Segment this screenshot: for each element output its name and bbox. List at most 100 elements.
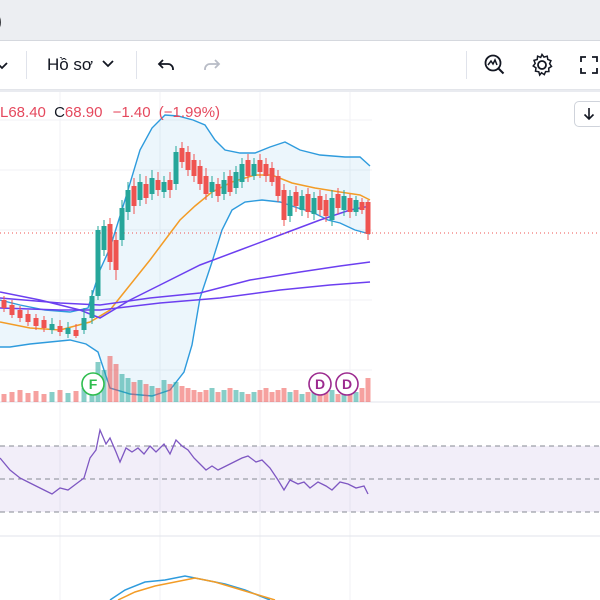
- volume-bar: [275, 390, 281, 402]
- volume-bar: [233, 390, 239, 402]
- rsi-line: [0, 427, 369, 495]
- volume-bar: [197, 392, 203, 402]
- window-titlebar: ): [0, 0, 600, 41]
- candle-body: [221, 180, 227, 194]
- candle-body: [257, 160, 263, 172]
- volume-bar: [353, 392, 359, 402]
- legend-close-prefix: C: [54, 104, 65, 121]
- volume-bar: [305, 392, 311, 402]
- volume-bar: [185, 388, 191, 402]
- volume-bar: [245, 394, 251, 402]
- toolbar-separator: [466, 51, 467, 79]
- volume-bar: [161, 380, 167, 402]
- event-marker: [335, 372, 359, 396]
- candle-body: [143, 184, 149, 198]
- volume-bar: [335, 394, 341, 402]
- candle-body: [101, 226, 107, 250]
- legend-low-value: 68.40: [8, 104, 46, 121]
- volume-bar: [299, 394, 305, 402]
- volume-bar: [215, 392, 221, 402]
- chart-toolbar: Hồ sơ: [0, 41, 600, 90]
- candle-body: [33, 318, 39, 326]
- candle-body: [119, 208, 125, 240]
- volume-bar: [57, 390, 63, 402]
- candle-body: [359, 202, 365, 210]
- undo-icon: [157, 59, 174, 70]
- profile-label: Hồ sơ: [46, 55, 94, 74]
- volume-bar: [113, 364, 119, 402]
- candle-body: [293, 192, 299, 206]
- candle-body: [335, 194, 341, 208]
- candle-body: [155, 180, 161, 190]
- window-title: ): [0, 11, 2, 32]
- fullscreen-button[interactable]: [574, 41, 600, 89]
- interval-chevron-icon[interactable]: [0, 41, 12, 89]
- indicators-button[interactable]: [477, 41, 511, 89]
- volume-bar: [359, 388, 365, 402]
- candle-body: [65, 328, 71, 334]
- volume-bar: [65, 393, 71, 402]
- chart-area[interactable]: [0, 92, 600, 600]
- volume-bar: [125, 378, 131, 402]
- candle-body: [233, 172, 239, 188]
- scroll-to-latest-button[interactable]: [574, 101, 600, 127]
- candle-body: [17, 310, 23, 318]
- candle-body: [173, 152, 179, 184]
- chevron-down-icon: [101, 55, 115, 75]
- bollinger-fill: [0, 115, 370, 396]
- ma-purple-line-1: [0, 205, 371, 319]
- candle-body: [107, 224, 113, 262]
- candle-body: [347, 198, 353, 212]
- volume-bar: [329, 390, 335, 402]
- candle-body: [263, 164, 269, 176]
- volume-bar: [257, 390, 263, 402]
- candle-body: [239, 164, 245, 182]
- oscillator-line-2: [117, 577, 276, 600]
- volume-bar: [179, 386, 185, 402]
- volume-bar: [167, 384, 173, 402]
- volume-bar: [119, 374, 125, 402]
- candle-body: [299, 196, 305, 210]
- candle-body: [25, 314, 31, 322]
- candle-body: [185, 152, 191, 170]
- candle-body: [245, 160, 251, 176]
- volume-bar: [73, 391, 79, 402]
- candle-body: [323, 200, 329, 216]
- toolbar-separator: [26, 51, 27, 79]
- volume-bar: [107, 356, 113, 402]
- event-marker: [308, 372, 332, 396]
- candle-body: [365, 202, 371, 234]
- arrow-down-icon: [583, 108, 595, 121]
- candle-body: [353, 200, 359, 212]
- candle-body: [251, 164, 257, 176]
- undo-button[interactable]: [148, 41, 184, 89]
- ma-orange-line: [0, 174, 371, 331]
- volume-bar: [41, 394, 47, 402]
- volume-bar: [365, 378, 371, 402]
- candle-body: [161, 182, 167, 192]
- ma-purple-line-2: [0, 261, 371, 306]
- settings-icon: [532, 53, 553, 77]
- volume-bar: [347, 390, 353, 402]
- redo-button[interactable]: [194, 41, 230, 89]
- candle-body: [209, 182, 215, 192]
- candle-body: [149, 178, 155, 194]
- volume-bar: [221, 390, 227, 402]
- volume-bar: [49, 392, 55, 402]
- profile-dropdown[interactable]: Hồ sơ: [38, 41, 124, 89]
- legend-close-value: 68.90: [64, 104, 103, 121]
- candle-body: [1, 300, 7, 308]
- volume-bar: [173, 382, 179, 402]
- event-marker-label: D: [342, 376, 352, 392]
- volume-bar: [287, 392, 293, 402]
- candle-body: [287, 196, 293, 216]
- candle-body: [227, 176, 233, 192]
- candle-body: [49, 324, 55, 330]
- candle-body: [137, 182, 143, 200]
- candle-body: [167, 180, 173, 190]
- candle-body: [329, 198, 335, 220]
- candle-body: [41, 320, 47, 328]
- volume-bar: [251, 392, 257, 402]
- settings-button[interactable]: [524, 41, 560, 89]
